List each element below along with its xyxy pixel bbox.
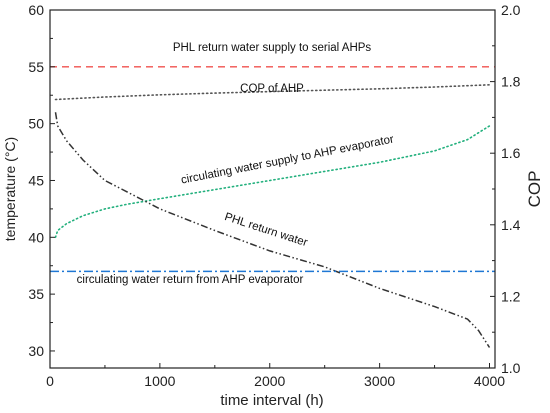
series-line-cop <box>54 84 491 101</box>
y2-tick-label: 1.0 <box>501 360 521 376</box>
annotation-circ-supply: circulating water supply to AHP evaporat… <box>180 133 395 186</box>
series-line-phl-return <box>54 112 491 348</box>
plot-frame <box>49 9 496 369</box>
y-tick-label: 40 <box>28 229 44 245</box>
annotation-phl-return: PHL return water <box>223 211 309 249</box>
y-axis-label: temperature (°C) <box>2 137 18 241</box>
y2-tick-label: 1.2 <box>501 288 521 304</box>
series-layer <box>50 66 495 348</box>
y-tick-label: 45 <box>28 172 44 188</box>
x-tick-label: 2000 <box>254 373 285 389</box>
y2-tick-label: 1.8 <box>501 74 521 90</box>
x-tick-label: 1000 <box>144 373 175 389</box>
annotation-circ-return: circulating water return from AHP evapor… <box>77 274 304 286</box>
y-tick-label: 50 <box>28 116 44 132</box>
y-tick-label: 35 <box>28 286 44 302</box>
annotation-layer: PHL return water supply to serial AHPs C… <box>77 42 395 286</box>
x-tick-label: 4000 <box>474 373 505 389</box>
x-tick-label: 3000 <box>364 373 395 389</box>
y2-axis-label: COP <box>525 171 544 208</box>
y2-tick-label: 1.6 <box>501 145 521 161</box>
y-tick-label: 30 <box>28 343 44 359</box>
y2-tick-label: 2.0 <box>501 2 521 18</box>
y2-tick-label: 1.4 <box>501 217 521 233</box>
y-tick-label: 55 <box>28 59 44 75</box>
series-line-circ-supply <box>54 125 491 239</box>
x-axis-label: time interval (h) <box>220 392 323 409</box>
annotation-cop: COP of AHP <box>240 83 304 95</box>
y-tick-label: 60 <box>28 2 44 18</box>
annotation-phl-supply: PHL return water supply to serial AHPs <box>173 42 372 54</box>
axes-layer: 0 1000 2000 3000 4000 30 35 40 45 50 55 60 1.0 1.2 1.4… <box>28 2 520 389</box>
x-tick-label: 0 <box>46 373 54 389</box>
